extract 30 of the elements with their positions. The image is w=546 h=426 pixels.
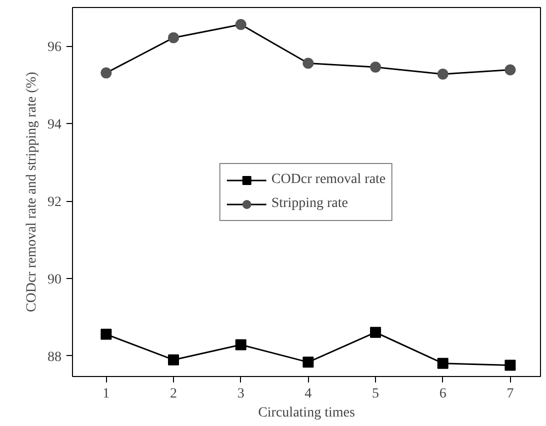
y-tick-label: 96 — [48, 40, 62, 56]
point — [370, 62, 382, 73]
point — [437, 68, 448, 80]
point — [168, 354, 180, 366]
point — [100, 328, 112, 340]
x-tick-label: 7 — [506, 386, 514, 402]
point — [302, 356, 314, 368]
point — [235, 339, 246, 350]
y-tick-label: 90 — [48, 272, 62, 288]
point — [370, 326, 382, 338]
x-tick-label: 1 — [102, 386, 110, 402]
x-tick-label: 5 — [372, 386, 380, 402]
y-tick-label: 94 — [48, 118, 62, 133]
x-axis-title: Circulating times — [258, 406, 355, 420]
point — [100, 67, 112, 78]
legend-label: Stripping rate — [271, 196, 348, 212]
y-tick-label: 88 — [48, 350, 62, 365]
y-tick-label: 92 — [48, 195, 62, 210]
point — [437, 358, 448, 369]
point — [168, 32, 180, 44]
x-tick-label: 4 — [304, 386, 312, 402]
x-tick-label: 6 — [439, 386, 446, 402]
legend-label: CODcr removal rate — [271, 172, 386, 188]
point — [302, 58, 314, 69]
x-tick-label: 3 — [237, 386, 244, 402]
x-tick-label: 2 — [170, 386, 178, 402]
point — [235, 19, 246, 30]
point — [504, 360, 516, 371]
y-axis-title: CODcr removal rate and stripping rate (%) — [24, 72, 40, 312]
point — [504, 64, 516, 76]
